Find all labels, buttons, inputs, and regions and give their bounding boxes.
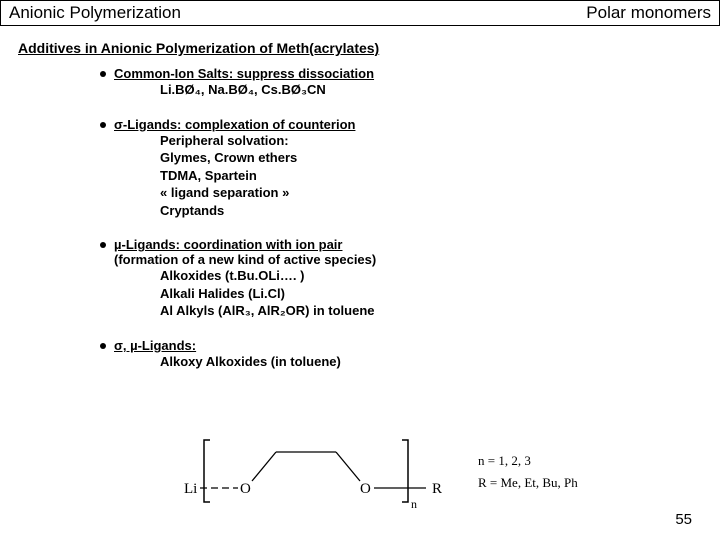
bullet-line: Cryptands <box>160 202 720 220</box>
svg-text:n: n <box>411 497 417 510</box>
bullet-icon <box>100 242 106 248</box>
chemical-structure-diagram: Li O O R n <box>180 432 460 510</box>
bullet-icon <box>100 343 106 349</box>
diagram-legend: n = 1, 2, 3 R = Me, Et, Bu, Ph <box>478 450 578 494</box>
bullet-head-text: Common-Ion Salts: suppress dissociation <box>114 66 374 81</box>
bullet-head-text: σ-Ligands: complexation of counterion <box>114 117 355 132</box>
header-right: Polar monomers <box>586 3 711 23</box>
bullet-line: Alkali Halides (Li.Cl) <box>160 285 720 303</box>
bullet-mu-ligands: µ-Ligands: coordination with ion pair (f… <box>100 237 720 320</box>
bullet-line: Alkoxy Alkoxides (in toluene) <box>160 353 720 371</box>
svg-text:O: O <box>240 481 251 497</box>
bullet-line: Li.BØ₄, Na.BØ₄, Cs.BØ₃CN <box>160 81 720 99</box>
bullet-common-ion: Common-Ion Salts: suppress dissociation … <box>100 66 720 99</box>
page-number: 55 <box>675 511 692 528</box>
bullet-icon <box>100 122 106 128</box>
svg-text:R: R <box>432 481 442 497</box>
content-body: Common-Ion Salts: suppress dissociation … <box>100 66 720 370</box>
legend-r: R = Me, Et, Bu, Ph <box>478 472 578 494</box>
bullet-line: Alkoxides (t.Bu.OLi…. ) <box>160 267 720 285</box>
bullet-line: Peripheral solvation: <box>160 132 720 150</box>
bullet-line: Al Alkyls (AlR₃, AlR₂OR) in toluene <box>160 302 720 320</box>
legend-n: n = 1, 2, 3 <box>478 450 578 472</box>
bullet-line: « ligand separation » <box>160 184 720 202</box>
header-left: Anionic Polymerization <box>9 3 181 23</box>
bullet-line: TDMA, Spartein <box>160 167 720 185</box>
bullet-head-text: σ, µ-Ligands: <box>114 338 196 353</box>
bullet-line: Glymes, Crown ethers <box>160 149 720 167</box>
bullet-icon <box>100 71 106 77</box>
section-title: Additives in Anionic Polymerization of M… <box>18 40 720 56</box>
svg-text:Li: Li <box>184 481 197 497</box>
bullet-sigma-ligands: σ-Ligands: complexation of counterion Pe… <box>100 117 720 220</box>
svg-text:O: O <box>360 481 371 497</box>
slide-header: Anionic Polymerization Polar monomers <box>0 0 720 26</box>
bullet-note: (formation of a new kind of active speci… <box>114 252 720 267</box>
bullet-sigma-mu-ligands: σ, µ-Ligands: Alkoxy Alkoxides (in tolue… <box>100 338 720 371</box>
bullet-head-text: µ-Ligands: coordination with ion pair <box>114 237 342 252</box>
